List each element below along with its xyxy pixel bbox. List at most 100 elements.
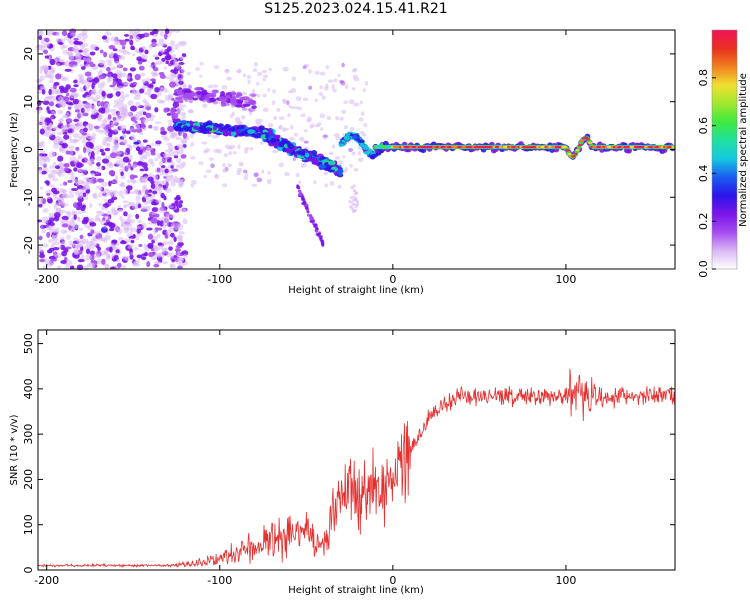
spectrogram-cell bbox=[332, 78, 338, 82]
spectrogram-cell bbox=[89, 44, 96, 51]
spectrogram-cell bbox=[156, 99, 164, 104]
spectrogram-cell bbox=[104, 264, 109, 269]
spectrogram-cell bbox=[231, 91, 237, 96]
spectrogram-cell bbox=[48, 88, 52, 95]
spectrogram-cell bbox=[74, 178, 79, 185]
spectrogram-cell bbox=[171, 168, 179, 172]
spectrogram-cell bbox=[223, 152, 229, 158]
spectrogram-cell bbox=[353, 189, 357, 193]
spectrogram-cell bbox=[203, 150, 208, 154]
spectrogram-cell bbox=[124, 255, 131, 262]
spectrogram-cell bbox=[585, 138, 591, 141]
spectrogram-cell bbox=[77, 179, 85, 185]
spectrogram-cell bbox=[153, 229, 157, 235]
spectrogram-cell bbox=[163, 240, 168, 245]
spectrogram-cell bbox=[150, 93, 158, 100]
spectrogram-cell bbox=[234, 116, 241, 121]
spectrogram-cell bbox=[182, 253, 188, 259]
spectrogram-cell bbox=[353, 198, 357, 202]
spectrogram-cell bbox=[228, 151, 233, 156]
spectrogram-cell bbox=[199, 74, 203, 78]
spectrogram-cell bbox=[153, 235, 158, 242]
spectrogram-cell bbox=[148, 158, 154, 164]
spectrogram-cell bbox=[125, 82, 131, 86]
spectrogram-cell bbox=[41, 89, 46, 95]
spectrogram-cell bbox=[51, 131, 56, 136]
spectrogram-cell bbox=[129, 34, 134, 40]
spectrogram-cell bbox=[182, 138, 188, 144]
spectrogram-cell bbox=[335, 136, 341, 141]
spectrogram-cell bbox=[118, 48, 126, 54]
spectrogram-cell bbox=[109, 152, 117, 159]
spectrogram-cell bbox=[175, 64, 181, 70]
spectrogram-cell bbox=[72, 133, 80, 139]
spectrogram-cell bbox=[101, 90, 106, 97]
spectrogram-cell bbox=[122, 67, 128, 72]
spectrogram-cell bbox=[69, 87, 77, 93]
spectrogram-cell bbox=[243, 175, 249, 181]
spectrogram-cell bbox=[116, 150, 123, 155]
spectrogram-cell bbox=[164, 149, 169, 153]
spectrogram-cell bbox=[239, 120, 243, 125]
spectrogram-cell bbox=[119, 162, 125, 169]
spectrogram-cell bbox=[212, 84, 219, 88]
spectrogram-cell bbox=[61, 76, 69, 82]
spectrogram-cell bbox=[335, 116, 340, 120]
spectrogram-cell bbox=[120, 171, 124, 177]
spectrogram-cell bbox=[69, 149, 74, 156]
spectrogram-cell bbox=[133, 141, 140, 145]
spectrogram-cell bbox=[236, 167, 243, 173]
spectrogram-cell bbox=[102, 226, 107, 230]
snr-ytick-label: 0 bbox=[22, 567, 35, 574]
spectrogram-cell bbox=[111, 112, 119, 116]
spectrogram-cell bbox=[77, 193, 83, 199]
spectrogram-cell bbox=[246, 75, 252, 79]
spectrogram-cell bbox=[116, 259, 121, 263]
spectrogram-cell bbox=[183, 89, 192, 94]
spectrogram-cell bbox=[115, 242, 120, 246]
spectrogram-cell bbox=[184, 97, 189, 103]
spectrogram-cell bbox=[150, 180, 155, 185]
spectrogram-cell bbox=[357, 150, 362, 156]
spectrogram-cell bbox=[99, 49, 104, 54]
spectrogram-cell bbox=[181, 68, 185, 74]
spectrogram-cell bbox=[182, 125, 189, 130]
spectrogram-cell bbox=[350, 200, 354, 204]
spectrogram-cell bbox=[254, 118, 261, 124]
spectrogram-cell bbox=[167, 95, 173, 100]
spectrogram-cell bbox=[331, 144, 336, 149]
spectrogram-cell bbox=[73, 79, 78, 84]
spectrogram-cell bbox=[207, 84, 214, 89]
spectrogram-cell bbox=[344, 124, 348, 130]
spectrogram-cell bbox=[258, 125, 265, 131]
spectrogram-cell bbox=[113, 128, 120, 132]
spectrogram-cell bbox=[309, 214, 312, 218]
spectrogram-cell bbox=[174, 43, 179, 50]
spectrogram-cell bbox=[85, 94, 93, 100]
spectrogram-cell bbox=[337, 184, 342, 189]
spectrogram-cell bbox=[167, 125, 175, 132]
spectrogram-cell bbox=[85, 253, 92, 261]
spectrogram-cell bbox=[123, 203, 128, 208]
spectrogram-cell bbox=[105, 124, 112, 130]
spectrogram-cell bbox=[64, 36, 68, 41]
spectrogram-cell bbox=[69, 95, 77, 99]
spectrogram-cell bbox=[41, 125, 46, 129]
spectrogram-cell bbox=[97, 82, 105, 89]
spectrogram-cell bbox=[87, 225, 94, 231]
spectrogram-cell bbox=[231, 126, 236, 132]
spectrogram-cell bbox=[357, 157, 364, 163]
spectrogram-cell bbox=[112, 190, 119, 195]
spectrogram-cell bbox=[49, 169, 56, 173]
spectrogram-cell bbox=[132, 81, 138, 86]
spectrogram-cell bbox=[135, 195, 141, 201]
spectrogram-cell bbox=[142, 150, 149, 154]
spectrogram-cell bbox=[185, 135, 190, 141]
spectrogram-cell bbox=[109, 84, 115, 88]
spectrogram-cell bbox=[152, 34, 158, 38]
spectrogram-cell bbox=[325, 165, 332, 171]
spectrogram-cell bbox=[114, 60, 120, 65]
spectrogram-cell bbox=[85, 248, 91, 255]
spectrogram-cell bbox=[322, 159, 329, 163]
spectrogram-cell bbox=[141, 253, 148, 257]
